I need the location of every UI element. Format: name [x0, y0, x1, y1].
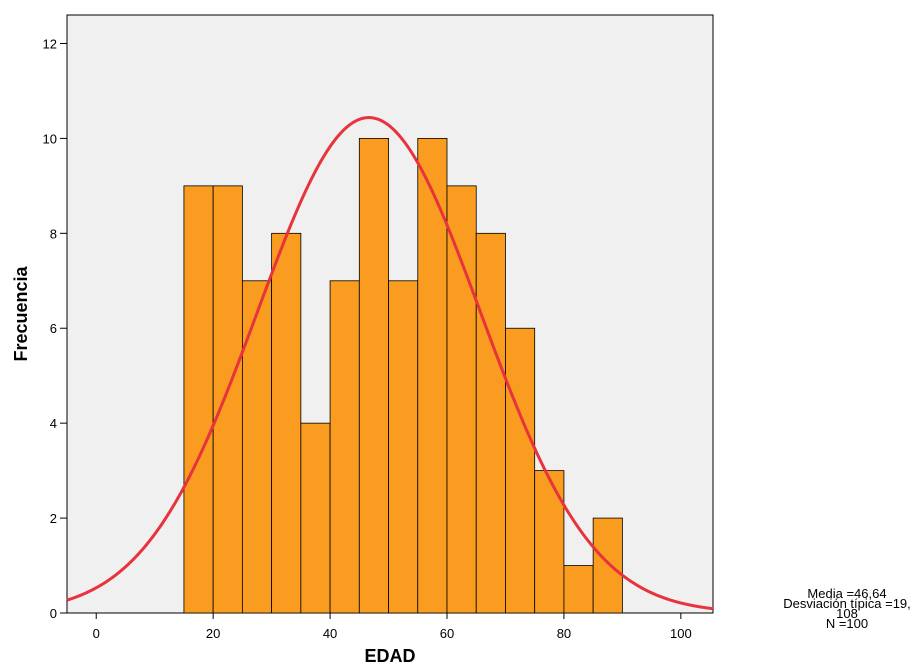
x-axis-title: EDAD: [364, 646, 415, 666]
stats-line: 108: [836, 606, 858, 621]
x-tick-label: 60: [440, 626, 454, 641]
histogram-bar: [592, 517, 623, 614]
y-tick-label: 0: [50, 606, 57, 621]
histogram-bar: [475, 232, 506, 614]
bars-group: [183, 137, 623, 614]
x-tick-label: 80: [557, 626, 571, 641]
y-axis-title: Frecuencia: [11, 265, 31, 361]
histogram-bar: [388, 280, 419, 614]
stats-line: Desviación típica =19,: [783, 596, 911, 611]
histogram-bar: [300, 422, 331, 614]
x-tick-label: 20: [206, 626, 220, 641]
x-axis: 0 20 40 60 80 100: [93, 613, 692, 641]
y-tick-label: 6: [50, 321, 57, 336]
y-tick-label: 8: [50, 226, 57, 241]
stats-line: N =100: [826, 616, 868, 631]
histogram-bar: [417, 137, 448, 614]
histogram-bar: [534, 470, 565, 614]
histogram-bar: [563, 565, 594, 614]
x-tick-label: 100: [670, 626, 692, 641]
x-tick-label: 0: [93, 626, 100, 641]
histogram-bar: [212, 185, 243, 614]
y-tick-label: 10: [43, 131, 57, 146]
histogram-bar: [358, 137, 389, 614]
y-tick-label: 2: [50, 511, 57, 526]
normal-curve: [66, 116, 714, 611]
y-tick-label: 4: [50, 416, 57, 431]
stats-line: Media =46,64: [807, 586, 886, 601]
histogram-bar: [271, 232, 302, 614]
y-axis: 0 2 4 6 8 10 12: [43, 36, 67, 621]
histogram-bar: [446, 185, 477, 614]
histogram-bar: [329, 280, 360, 614]
x-tick-label: 40: [323, 626, 337, 641]
y-tick-label: 12: [43, 36, 57, 51]
histogram-bar: [183, 185, 214, 614]
histogram-bar: [505, 327, 536, 614]
histogram-bar: [241, 280, 273, 614]
